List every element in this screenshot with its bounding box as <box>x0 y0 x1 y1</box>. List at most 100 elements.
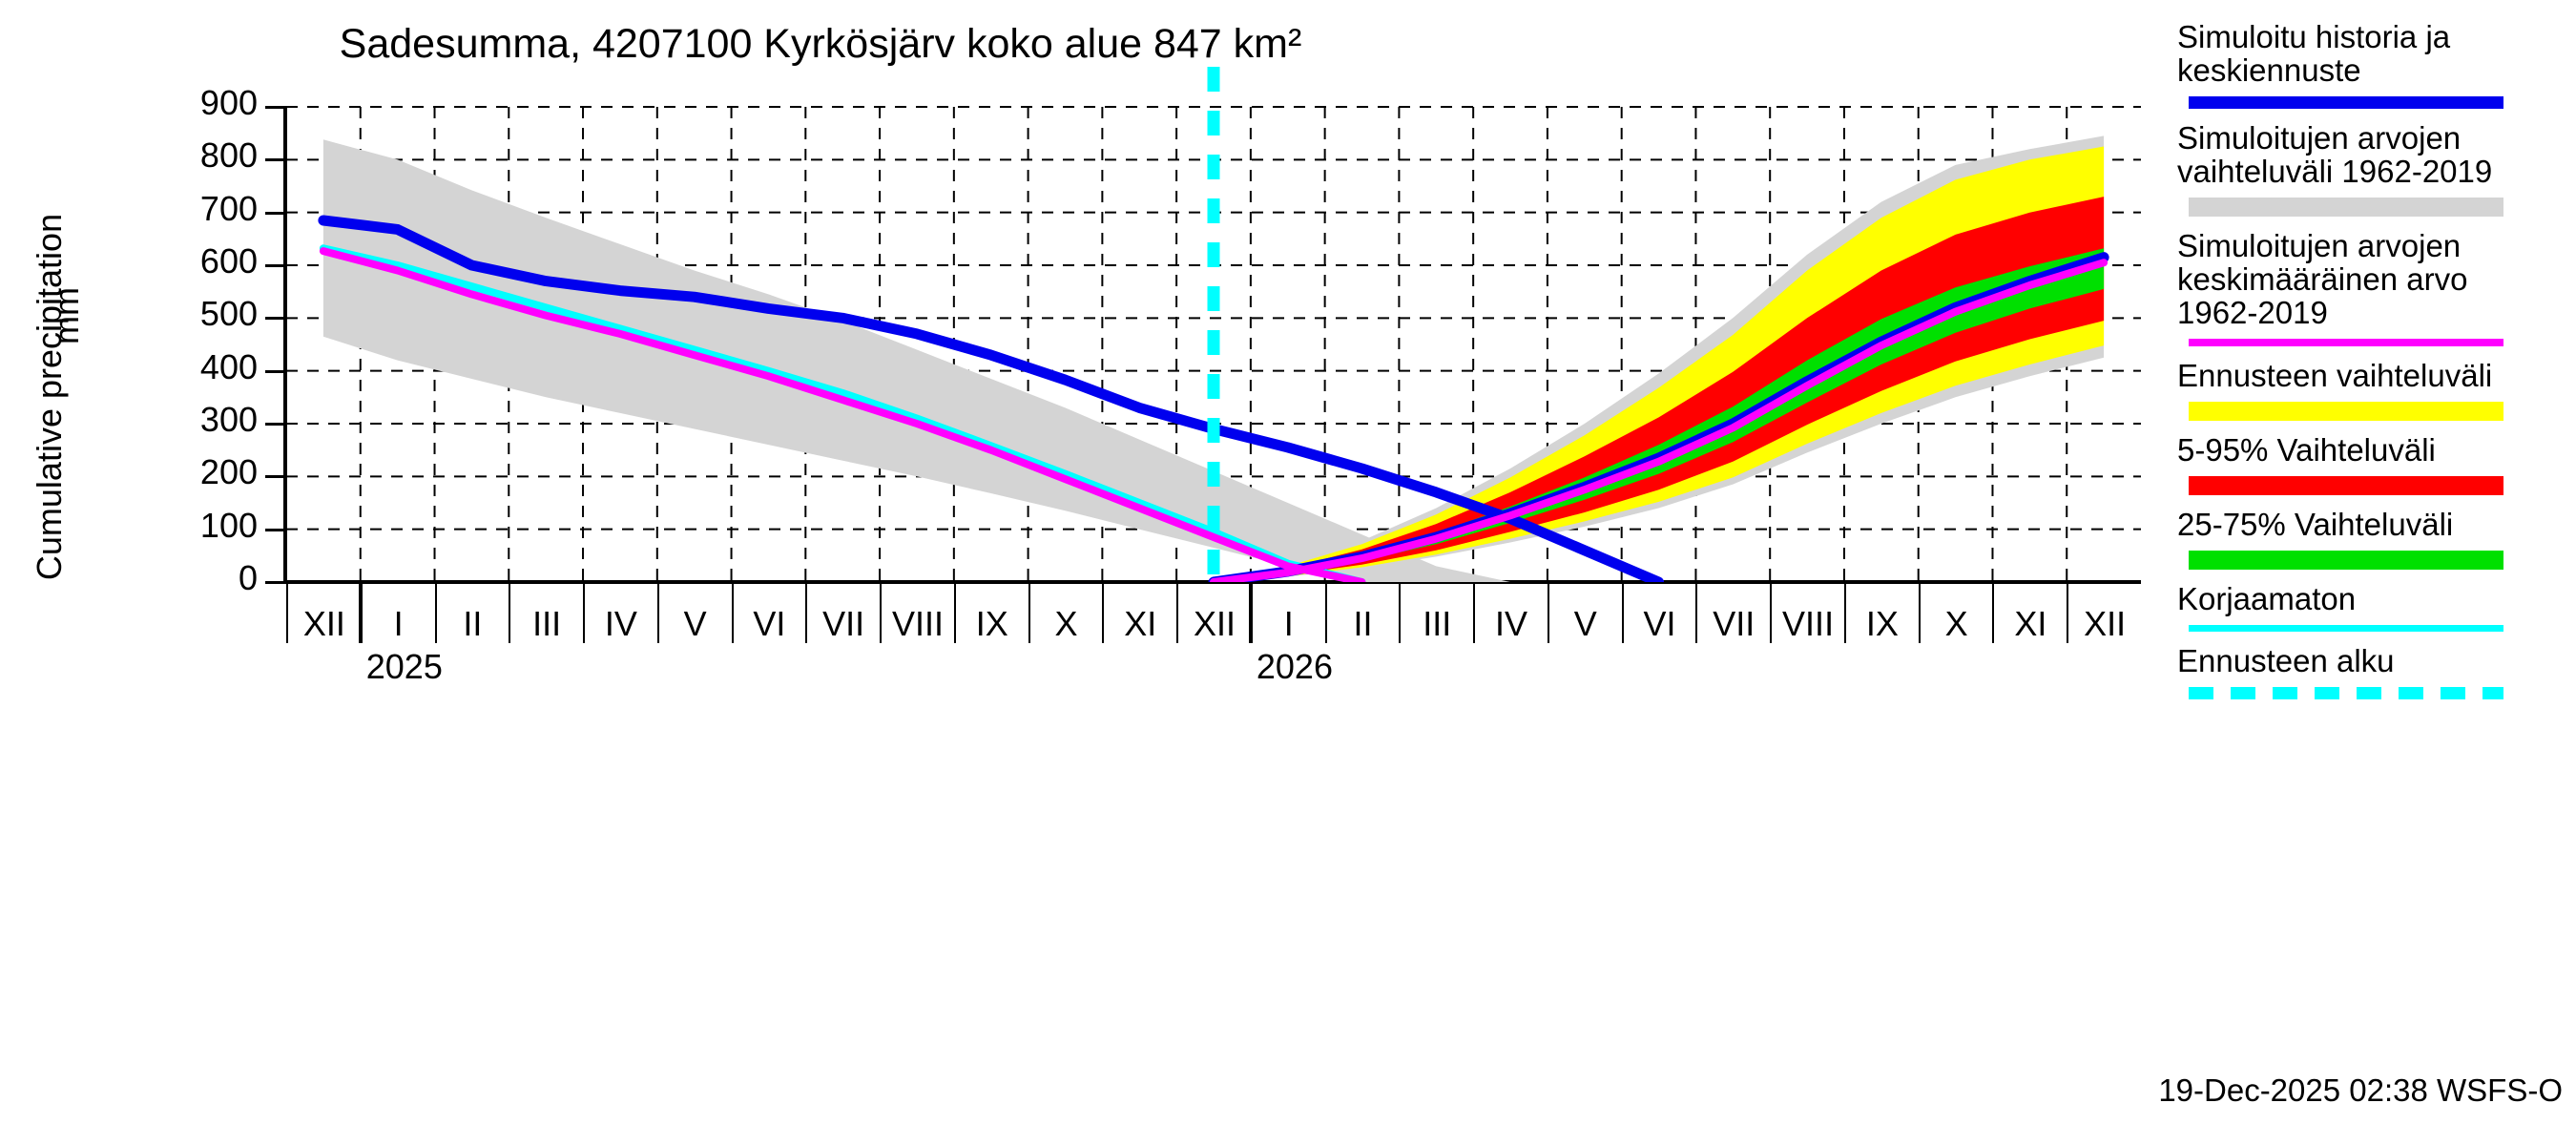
x-tick-label: V <box>683 604 707 643</box>
x-tick-label: X <box>1054 604 1078 643</box>
x-axis-year-tick <box>1248 584 1253 643</box>
legend-swatch-dash-cyan <box>2189 686 2503 699</box>
y-tick-mark <box>265 211 286 215</box>
legend-item-6: Korjaamaton <box>2177 580 2568 632</box>
timestamp-footer: 19-Dec-2025 02:38 WSFS-O <box>2158 1072 2563 1108</box>
legend-label: Simuloitujen arvojen vaihteluväli 1962-2… <box>2177 119 2493 189</box>
y-tick-label: 600 <box>199 241 258 281</box>
legend-label: Simuloitu historia ja keskiennuste <box>2177 19 2451 88</box>
chart-series-line <box>1210 259 2109 582</box>
x-axis-month-cell: I <box>1250 584 1325 643</box>
y-tick-label: 0 <box>238 558 258 597</box>
legend-label: Ennusteen alku <box>2177 642 2395 678</box>
x-tick-label: I <box>1283 604 1294 643</box>
legend-label: 25-75% Vaihteluväli <box>2177 506 2454 542</box>
x-axis-month-cell: III <box>509 584 583 643</box>
y-tick-mark <box>265 528 286 531</box>
y-tick-mark <box>265 158 286 162</box>
legend-swatch-line-blue <box>2189 95 2503 109</box>
chart-series-line <box>318 215 1665 582</box>
x-tick-label: VI <box>1643 604 1676 643</box>
x-axis-month-cell: VI <box>1621 584 1696 643</box>
legend-label: 5-95% Vaihteluväli <box>2177 431 2436 468</box>
legend-swatch-band-gray <box>2189 197 2503 217</box>
y-tick-label: 900 <box>199 83 258 122</box>
y-tick-label: 500 <box>199 294 258 334</box>
x-axis-month-cell: IX <box>953 584 1028 643</box>
y-tick-mark <box>265 369 286 373</box>
x-axis-month-cell: VI <box>731 584 806 643</box>
x-axis-line <box>283 580 2141 584</box>
chart-band-00e000 <box>1214 248 2105 582</box>
x-axis-year-tick <box>358 584 363 643</box>
chart-band-ffff00 <box>1214 146 2105 582</box>
chart-series-line <box>319 244 1366 582</box>
y-tick-mark <box>265 106 286 109</box>
y-tick-label: 300 <box>199 400 258 439</box>
chart-series-line <box>319 247 1366 582</box>
y-axis-label: Cumulative precipitation <box>30 213 69 581</box>
y-tick-label: 400 <box>199 346 258 386</box>
x-axis-month-cell: II <box>434 584 509 643</box>
x-tick-label: XII <box>1193 604 1236 643</box>
y-tick-label: 800 <box>199 135 258 176</box>
x-axis-month-cell: IX <box>1843 584 1919 643</box>
legend-label: Ennusteen vaihteluväli <box>2177 357 2493 393</box>
legend-swatch-band-red <box>2189 475 2503 495</box>
y-tick-mark <box>265 475 286 479</box>
legend-item-5: 25-75% Vaihteluväli <box>2177 506 2568 570</box>
x-axis-month-cell: X <box>1918 584 1993 643</box>
chart-canvas <box>286 67 2141 582</box>
y-axis-line <box>283 107 287 582</box>
y-tick-mark <box>265 423 286 426</box>
x-axis-month-band: XII I II III IV V VI VII VIII IX X XI XII I II III IV V VI… <box>286 584 2141 643</box>
legend-item-7: Ennusteen alku <box>2177 642 2568 699</box>
x-tick-label: II <box>463 604 483 643</box>
x-tick-label: VII <box>822 604 865 643</box>
y-tick-mark <box>265 317 286 321</box>
x-axis-month-cell: VII <box>1695 584 1770 643</box>
y-tick-mark <box>265 581 286 584</box>
x-tick-label: III <box>532 604 562 643</box>
chart-legend: Simuloitu historia ja keskiennuste Simulo… <box>2177 19 2568 713</box>
page-title: Sadesumma, 4207100 Kyrkösjärv koko alue … <box>339 21 1302 67</box>
y-tick-label: 200 <box>199 452 258 492</box>
x-tick-label: V <box>1573 604 1597 643</box>
x-tick-label: VIII <box>891 604 944 643</box>
legend-item-2: Simuloitujen arvojen keskimääräinen arvo… <box>2177 227 2568 346</box>
y-tick-label: 100 <box>199 505 258 545</box>
legend-item-1: Simuloitujen arvojen vaihteluväli 1962-2… <box>2177 119 2568 217</box>
x-tick-label: XI <box>1124 604 1157 643</box>
legend-item-3: Ennusteen vaihteluväli <box>2177 357 2568 421</box>
x-tick-label: IX <box>975 604 1008 643</box>
x-axis-month-cell: XI <box>1992 584 2067 643</box>
x-tick-label: VII <box>1713 604 1755 643</box>
plot-area <box>286 61 2141 582</box>
x-axis-month-cell: IV <box>1473 584 1548 643</box>
legend-item-4: 5-95% Vaihteluväli <box>2177 431 2568 495</box>
y-tick-mark <box>265 264 286 267</box>
legend-label: Simuloitujen arvojen keskimääräinen arvo… <box>2177 227 2468 330</box>
x-tick-label: II <box>1353 604 1373 643</box>
x-tick-label: IV <box>1495 604 1528 643</box>
x-axis-month-cell: XII <box>1176 584 1251 643</box>
x-axis-month-cell: XII <box>2067 584 2141 643</box>
x-axis-month-cell: V <box>1547 584 1622 643</box>
legend-swatch-band-green <box>2189 550 2503 570</box>
x-tick-label: I <box>393 604 404 643</box>
x-axis-month-cell: X <box>1028 584 1103 643</box>
y-tick-label: 700 <box>199 188 258 228</box>
legend-label: Korjaamaton <box>2177 580 2357 616</box>
legend-swatch-band-yellow <box>2189 401 2503 421</box>
x-tick-label: X <box>1944 604 1968 643</box>
x-tick-label: XI <box>2014 604 2047 643</box>
x-axis-month-cell: VIII <box>1770 584 1844 643</box>
chart-band-ff0000 <box>1214 197 2105 582</box>
x-axis-month-cell: III <box>1399 584 1473 643</box>
x-tick-label: VI <box>753 604 786 643</box>
x-axis-month-cell: VIII <box>880 584 954 643</box>
x-tick-label: IX <box>1865 604 1899 643</box>
x-tick-label: XII <box>302 604 345 643</box>
x-axis-month-cell: II <box>1324 584 1400 643</box>
x-axis-month-cell: I <box>360 584 435 643</box>
